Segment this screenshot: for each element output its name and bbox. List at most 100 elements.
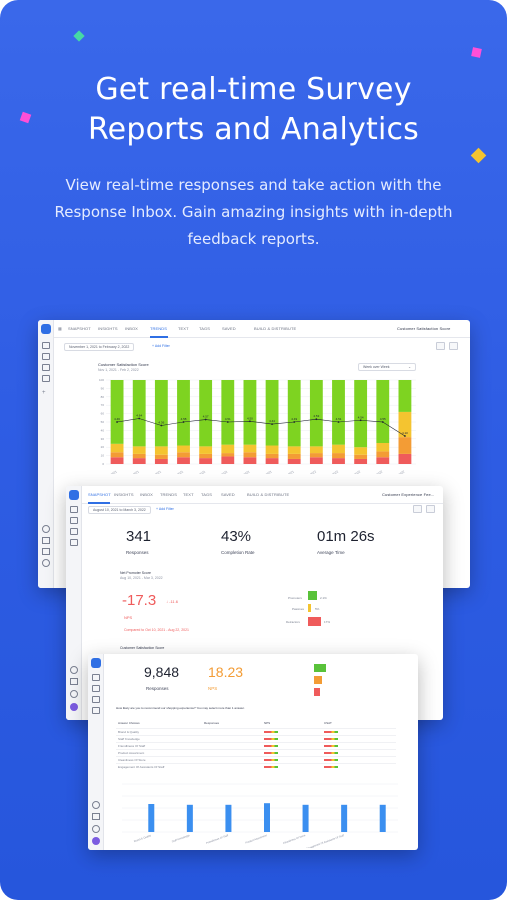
tab-saved[interactable]: SAVED <box>221 492 235 497</box>
user-avatar-icon[interactable] <box>92 837 100 845</box>
interval-select[interactable]: Week over Week ⌄ <box>358 363 416 371</box>
grid-menu-icon[interactable]: ▦ <box>58 326 62 331</box>
user-avatar-icon[interactable] <box>70 703 78 711</box>
line-point <box>204 418 207 421</box>
detail-window: 9,848 Responses 18.23 NPS How likely are… <box>88 654 418 850</box>
nps-compare: Compared to Oct 10, 2021 - Aug 22, 2021 <box>124 628 189 632</box>
line-value-label: 4.10 <box>402 431 408 435</box>
line-point <box>337 421 340 423</box>
responses-count: 341 <box>126 528 152 545</box>
add-filter-link[interactable]: + Add Filter <box>156 507 174 511</box>
survey-name[interactable]: Customer Satisfaction Score <box>397 326 451 331</box>
date-range-picker[interactable]: November 1, 2021 to February 2, 2022 <box>64 343 135 351</box>
share-button[interactable] <box>426 505 435 513</box>
help-icon[interactable] <box>92 801 100 809</box>
tab-build-distribute[interactable]: BUILD & DISTRIBUTE <box>247 492 290 497</box>
tab-inbox[interactable]: INBOX <box>125 326 138 331</box>
csat-mini-bar <box>324 745 338 747</box>
tab-tags[interactable]: TAGS <box>199 326 210 331</box>
line-value-label: 4.36 <box>158 421 164 425</box>
x-tick-label: Jan 24, 2022 <box>367 469 384 474</box>
line-point <box>116 421 118 423</box>
completion-rate-label: Completion Rate <box>221 550 255 555</box>
csat-detractors-bar <box>314 688 320 696</box>
csat-promoters-bar <box>314 664 326 672</box>
answer-bar <box>302 804 309 832</box>
export-button[interactable] <box>436 342 445 350</box>
line-point <box>160 424 163 427</box>
line-point <box>182 421 185 423</box>
csat-nps-value: 18.23 <box>208 664 244 680</box>
share-button[interactable] <box>449 342 458 350</box>
help-icon[interactable] <box>42 525 50 533</box>
people-icon[interactable] <box>70 528 78 535</box>
tab-trends[interactable]: TRENDS <box>150 326 168 331</box>
y-tick-label: 70 <box>101 403 105 407</box>
tab-text[interactable]: TEXT <box>178 326 189 331</box>
date-range-picker[interactable]: August 10, 2021 to March 3, 2022 <box>88 506 151 514</box>
tab-tags[interactable]: TAGS <box>201 492 212 497</box>
bar-segment <box>287 446 301 454</box>
line-value-label: 4.44 <box>269 419 275 423</box>
inbox-icon[interactable] <box>70 539 78 546</box>
plus-icon[interactable]: + <box>42 390 46 396</box>
settings-icon[interactable] <box>92 825 100 833</box>
bar-segment <box>132 446 146 454</box>
tab-saved[interactable]: SAVED <box>222 326 236 331</box>
app-logo-icon[interactable] <box>69 490 79 500</box>
chat-icon[interactable] <box>92 685 100 692</box>
csat-responses-label: Responses <box>146 686 169 691</box>
detractors-label: Detractors <box>286 620 300 624</box>
bar-segment <box>332 380 345 445</box>
tab-inbox[interactable]: INBOX <box>140 492 153 497</box>
grid-icon[interactable] <box>42 342 50 349</box>
x-tick-label: Product Assortment <box>245 833 268 845</box>
line-point <box>138 417 141 420</box>
x-tick-label: Nov 1, 2021 <box>102 469 118 474</box>
active-tab-indicator <box>150 336 168 338</box>
add-filter-link[interactable]: + Add Filter <box>152 344 170 348</box>
inbox-icon[interactable] <box>92 707 100 714</box>
table-row: Friendliness Of Staff <box>116 742 396 748</box>
chat-icon[interactable] <box>70 517 78 524</box>
line-value-label: 4.50 <box>247 416 253 420</box>
bar-segment <box>287 458 301 464</box>
tab-snapshot[interactable]: SNAPSHOT <box>88 492 111 497</box>
tab-text[interactable]: TEXT <box>183 492 194 497</box>
tab-snapshot[interactable]: SNAPSHOT <box>68 326 91 331</box>
bar-segment <box>354 454 368 459</box>
tab-trends[interactable]: TRENDS <box>160 492 178 497</box>
gift-icon[interactable] <box>92 813 100 820</box>
chat-icon[interactable] <box>42 353 50 360</box>
export-button[interactable] <box>413 505 422 513</box>
settings-icon[interactable] <box>70 690 78 698</box>
settings-icon[interactable] <box>42 559 50 567</box>
table-row: Staff Knowledge <box>116 735 396 741</box>
gift-icon[interactable] <box>70 678 78 685</box>
col-answer-choices: Answer Choices <box>118 721 140 725</box>
help-icon[interactable] <box>70 666 78 674</box>
inbox-icon[interactable] <box>42 375 50 382</box>
csat-section-title: Customer Satisfaction Score <box>120 646 165 650</box>
x-tick-label: Jan 31, 2022 <box>389 469 406 474</box>
people-icon[interactable] <box>92 696 100 703</box>
bar-segment <box>132 453 146 459</box>
x-tick-label: Dec 13, 2021 <box>234 469 251 474</box>
app-logo-icon[interactable] <box>41 324 51 334</box>
tab-build-distribute[interactable]: BUILD & DISTRIBUTE <box>254 326 297 331</box>
grid-icon[interactable] <box>92 674 100 681</box>
line-value-label: 4.54 <box>358 415 364 419</box>
grid-icon[interactable] <box>70 506 78 513</box>
app-logo-icon[interactable] <box>91 658 101 668</box>
csat-nps-label: NPS <box>208 686 218 691</box>
survey-name[interactable]: Customer Experience Fee... <box>382 492 435 497</box>
bar-segment <box>110 443 124 453</box>
tab-insights[interactable]: INSIGHTS <box>98 326 118 331</box>
tab-insights[interactable]: INSIGHTS <box>114 492 134 497</box>
x-tick-label: Nov 8, 2021 <box>124 469 140 474</box>
people-icon[interactable] <box>42 364 50 371</box>
line-value-label: 4.58 <box>181 417 187 421</box>
gift-icon[interactable] <box>42 537 50 544</box>
bar-segment <box>243 452 257 458</box>
lock-icon[interactable] <box>42 548 50 555</box>
